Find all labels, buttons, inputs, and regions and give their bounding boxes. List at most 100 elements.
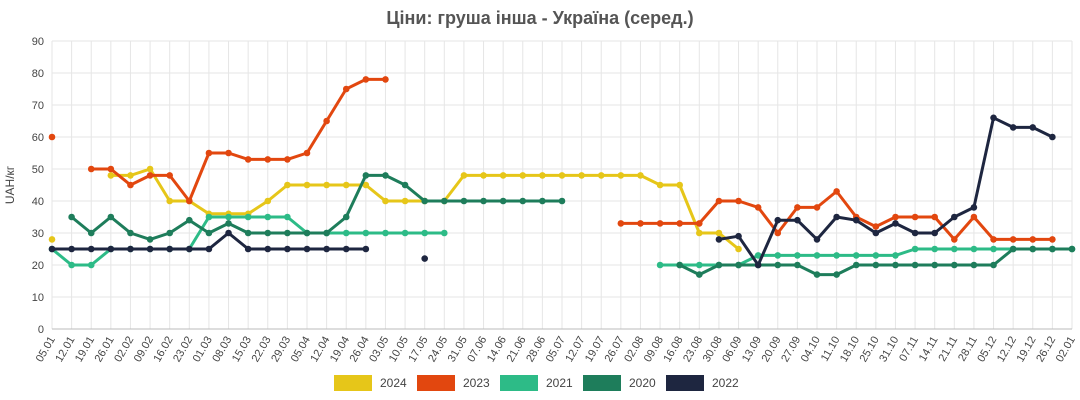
data-point[interactable]	[499, 197, 507, 205]
data-point[interactable]	[48, 133, 56, 141]
data-point[interactable]	[342, 213, 350, 221]
data-point[interactable]	[833, 188, 840, 195]
data-point[interactable]	[735, 261, 742, 269]
data-point[interactable]	[696, 229, 703, 237]
data-point[interactable]	[970, 245, 978, 253]
data-point[interactable]	[382, 229, 389, 237]
data-point[interactable]	[284, 213, 291, 221]
data-point[interactable]	[401, 181, 409, 189]
data-point[interactable]	[460, 197, 468, 205]
data-point[interactable]	[244, 245, 252, 253]
data-point[interactable]	[813, 271, 821, 278]
data-point[interactable]	[146, 172, 154, 179]
data-point[interactable]	[774, 216, 782, 224]
data-point[interactable]	[872, 252, 880, 259]
data-point[interactable]	[382, 76, 389, 83]
data-point[interactable]	[539, 197, 546, 205]
data-point[interactable]	[1049, 236, 1056, 243]
legend-item-2024[interactable]: 2024	[334, 375, 407, 391]
data-point[interactable]	[892, 220, 899, 227]
data-point[interactable]	[813, 236, 821, 243]
data-point[interactable]	[480, 197, 487, 205]
data-point[interactable]	[852, 216, 860, 224]
data-point[interactable]	[205, 245, 213, 253]
data-point[interactable]	[362, 181, 370, 189]
data-point[interactable]	[362, 76, 370, 83]
data-point[interactable]	[519, 172, 527, 179]
data-point[interactable]	[264, 229, 272, 237]
data-point[interactable]	[539, 172, 546, 179]
data-point[interactable]	[225, 213, 232, 221]
data-point[interactable]	[68, 245, 75, 253]
data-point[interactable]	[264, 245, 272, 253]
data-point[interactable]	[460, 172, 468, 179]
data-point[interactable]	[754, 204, 762, 211]
data-point[interactable]	[931, 213, 938, 221]
data-point[interactable]	[754, 252, 762, 259]
data-point[interactable]	[48, 236, 56, 243]
data-point[interactable]	[107, 172, 115, 179]
data-point[interactable]	[931, 261, 938, 269]
data-point[interactable]	[990, 114, 997, 122]
data-point[interactable]	[421, 255, 428, 262]
data-point[interactable]	[774, 252, 782, 259]
data-point[interactable]	[813, 204, 821, 211]
data-point[interactable]	[970, 204, 978, 211]
data-point[interactable]	[146, 236, 154, 243]
legend-item-2022[interactable]: 2022	[666, 375, 739, 391]
data-point[interactable]	[186, 245, 193, 253]
data-point[interactable]	[970, 213, 978, 221]
data-point[interactable]	[558, 197, 566, 205]
data-point[interactable]	[303, 245, 311, 253]
data-point[interactable]	[951, 245, 958, 253]
data-point[interactable]	[1049, 245, 1056, 253]
data-point[interactable]	[637, 172, 644, 179]
data-point[interactable]	[87, 261, 95, 269]
data-point[interactable]	[127, 181, 134, 189]
data-point[interactable]	[637, 220, 644, 227]
data-point[interactable]	[146, 165, 154, 173]
data-point[interactable]	[303, 229, 311, 237]
data-point[interactable]	[892, 261, 899, 269]
data-point[interactable]	[107, 245, 115, 253]
data-point[interactable]	[735, 245, 742, 253]
data-point[interactable]	[931, 229, 938, 237]
data-point[interactable]	[833, 252, 840, 259]
data-point[interactable]	[362, 245, 370, 253]
data-point[interactable]	[362, 172, 370, 179]
data-point[interactable]	[68, 213, 75, 221]
data-point[interactable]	[1068, 245, 1076, 253]
data-point[interactable]	[715, 261, 723, 269]
data-point[interactable]	[1029, 124, 1037, 131]
data-point[interactable]	[68, 261, 75, 269]
data-point[interactable]	[342, 229, 350, 237]
data-point[interactable]	[715, 229, 723, 237]
data-point[interactable]	[696, 261, 703, 269]
data-point[interactable]	[87, 229, 95, 237]
legend-item-2023[interactable]: 2023	[417, 375, 490, 391]
data-point[interactable]	[852, 261, 860, 269]
data-point[interactable]	[342, 85, 350, 93]
data-point[interactable]	[617, 220, 625, 227]
data-point[interactable]	[166, 245, 173, 253]
data-point[interactable]	[323, 117, 330, 125]
data-point[interactable]	[284, 245, 291, 253]
data-point[interactable]	[990, 236, 997, 243]
data-point[interactable]	[225, 220, 232, 227]
data-point[interactable]	[244, 156, 252, 163]
data-point[interactable]	[107, 165, 115, 173]
data-point[interactable]	[186, 216, 193, 224]
data-point[interactable]	[499, 172, 507, 179]
data-point[interactable]	[696, 271, 703, 278]
data-point[interactable]	[441, 229, 448, 237]
data-point[interactable]	[951, 236, 958, 243]
data-point[interactable]	[205, 229, 213, 237]
data-point[interactable]	[852, 252, 860, 259]
data-point[interactable]	[578, 172, 585, 179]
data-point[interactable]	[186, 197, 193, 205]
data-point[interactable]	[774, 261, 782, 269]
data-point[interactable]	[127, 229, 134, 237]
data-point[interactable]	[872, 229, 880, 237]
data-point[interactable]	[264, 197, 272, 205]
data-point[interactable]	[794, 252, 801, 259]
